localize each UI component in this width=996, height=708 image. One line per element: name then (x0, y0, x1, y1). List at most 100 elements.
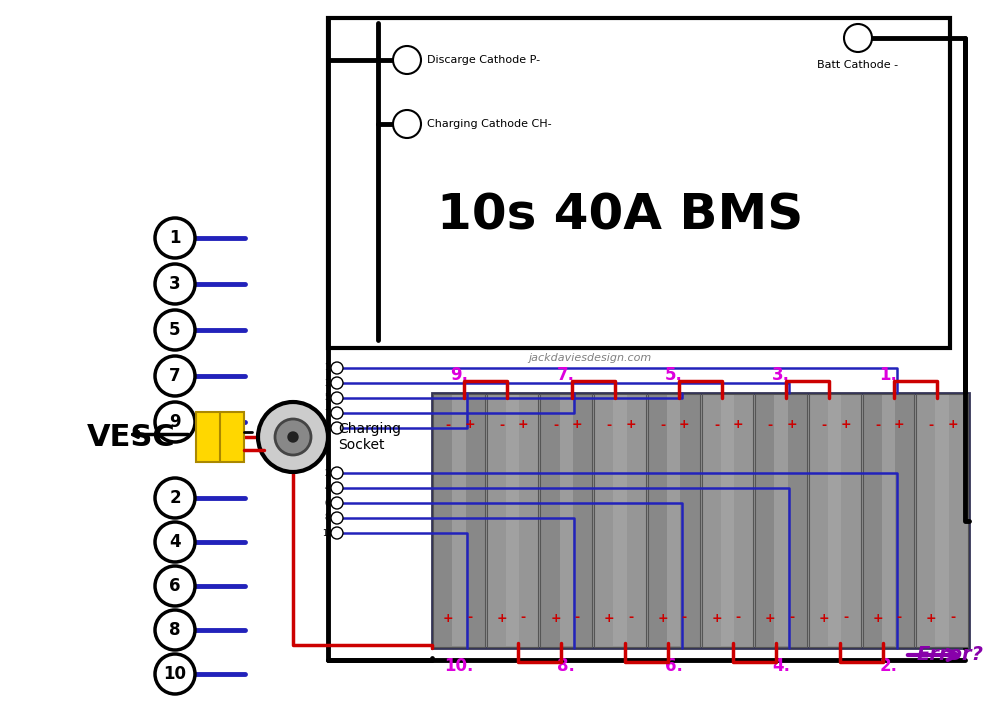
Bar (667, 395, 680, 646)
Text: 10: 10 (163, 665, 186, 683)
Text: +: + (711, 612, 722, 624)
Bar (863, 394, 914, 647)
Text: 10s 40A BMS: 10s 40A BMS (437, 191, 803, 239)
Circle shape (331, 407, 343, 419)
Bar (647, 394, 699, 647)
Text: +: + (787, 418, 797, 431)
Text: 8: 8 (325, 513, 330, 523)
Text: +: + (872, 612, 883, 624)
Bar (433, 394, 485, 647)
Text: -: - (660, 418, 665, 431)
Text: -: - (735, 612, 741, 624)
Circle shape (331, 422, 343, 434)
Bar (701, 394, 753, 647)
Text: 5: 5 (169, 321, 180, 339)
Bar (196, 412, 244, 462)
Circle shape (331, 482, 343, 494)
Text: Discarge Cathode P-: Discarge Cathode P- (427, 55, 540, 65)
Text: Error?: Error? (917, 646, 984, 665)
Text: 7.: 7. (557, 366, 576, 384)
Bar (881, 395, 895, 646)
Bar (506, 395, 519, 646)
Text: +: + (765, 612, 776, 624)
Text: -: - (575, 612, 580, 624)
Text: 6: 6 (325, 498, 330, 508)
Circle shape (155, 356, 195, 396)
Bar (916, 394, 968, 647)
Bar (487, 394, 539, 647)
Text: 3.: 3. (772, 366, 790, 384)
Text: 2.: 2. (879, 657, 897, 675)
Bar (560, 395, 573, 646)
Circle shape (155, 566, 195, 606)
Circle shape (155, 610, 195, 650)
Circle shape (155, 402, 195, 442)
Text: -: - (929, 418, 934, 431)
Circle shape (331, 377, 343, 389)
Text: 8: 8 (169, 621, 180, 639)
Bar (614, 395, 626, 646)
Bar (432, 393, 969, 648)
Bar (594, 394, 645, 647)
Text: 4.: 4. (772, 657, 790, 675)
Circle shape (331, 497, 343, 509)
Circle shape (155, 654, 195, 694)
Text: Charging
Socket: Charging Socket (338, 422, 401, 452)
Text: +: + (443, 612, 453, 624)
Circle shape (258, 402, 328, 472)
Text: -: - (875, 418, 880, 431)
Bar (935, 395, 949, 646)
Text: 9: 9 (325, 423, 330, 433)
Text: -: - (607, 418, 612, 431)
Text: -: - (553, 418, 558, 431)
Text: 1: 1 (169, 229, 180, 247)
Bar (721, 395, 734, 646)
Circle shape (275, 419, 311, 455)
Text: -: - (789, 612, 795, 624)
Circle shape (155, 310, 195, 350)
Text: -: - (628, 612, 633, 624)
Text: Charging Cathode CH-: Charging Cathode CH- (427, 119, 552, 129)
Text: -: - (768, 418, 773, 431)
Text: 1: 1 (325, 363, 330, 372)
Text: 7: 7 (169, 367, 181, 385)
Text: +: + (625, 418, 636, 431)
Circle shape (155, 522, 195, 562)
Text: +: + (679, 418, 689, 431)
Text: -: - (896, 612, 901, 624)
Text: 9.: 9. (450, 366, 468, 384)
Text: -: - (467, 612, 472, 624)
Text: +: + (496, 612, 507, 624)
Text: 10: 10 (322, 528, 332, 537)
Text: 3: 3 (325, 379, 330, 387)
Circle shape (331, 392, 343, 404)
Text: -: - (499, 418, 504, 431)
Circle shape (393, 46, 421, 74)
Circle shape (155, 264, 195, 304)
Text: +: + (926, 612, 936, 624)
Text: Batt Cathode -: Batt Cathode - (818, 60, 898, 70)
Text: 4: 4 (169, 533, 181, 551)
Text: 2: 2 (169, 489, 181, 507)
Bar (755, 394, 807, 647)
Text: +: + (657, 612, 668, 624)
Text: -: - (950, 612, 955, 624)
Bar (541, 394, 592, 647)
Text: +: + (893, 418, 904, 431)
Text: +: + (733, 418, 743, 431)
Text: +: + (604, 612, 615, 624)
Circle shape (844, 24, 872, 52)
Text: 1.: 1. (879, 366, 897, 384)
Bar (828, 395, 842, 646)
Circle shape (155, 478, 195, 518)
Circle shape (155, 218, 195, 258)
Text: 9: 9 (169, 413, 181, 431)
Text: -: - (682, 612, 687, 624)
Text: 4: 4 (325, 484, 330, 493)
Text: jackdaviesdesign.com: jackdaviesdesign.com (528, 353, 651, 363)
Text: +: + (572, 418, 583, 431)
Text: 7: 7 (325, 409, 330, 418)
Text: +: + (464, 418, 475, 431)
Circle shape (331, 362, 343, 374)
Text: VESC: VESC (88, 423, 176, 452)
